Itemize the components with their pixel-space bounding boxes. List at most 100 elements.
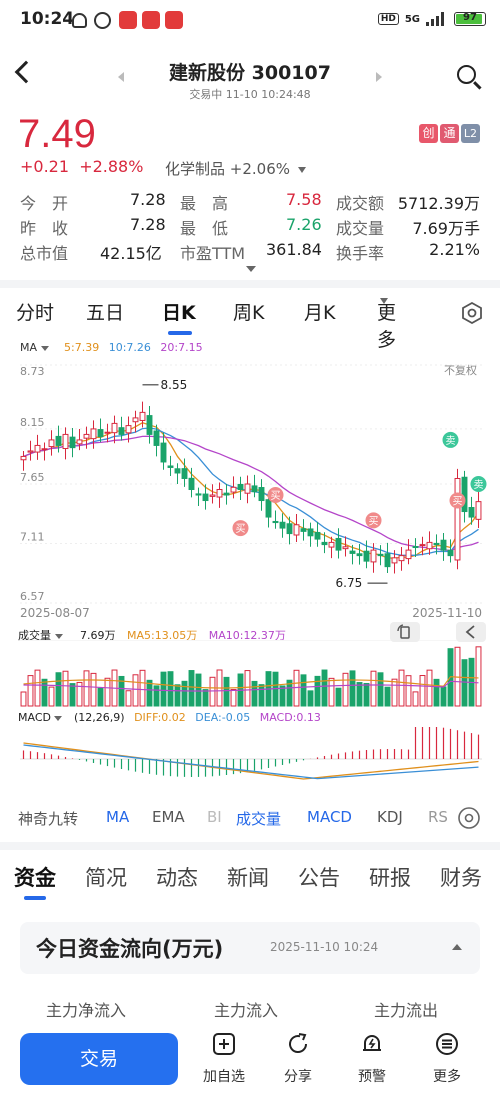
stats-row: 今 开 7.28 最 高 7.58 成交额 5712.39万: [20, 190, 482, 215]
stat-label: 昨 收: [20, 219, 69, 238]
add-watchlist-button[interactable]: 加自选: [194, 1032, 254, 1086]
tab-financials[interactable]: 财务: [440, 866, 482, 890]
stat-label: 成交量: [336, 219, 385, 238]
indicator-tab-ma[interactable]: MA: [106, 808, 130, 826]
volume-ma5-line: [23, 676, 479, 689]
trade-button[interactable]: 交易: [20, 1033, 178, 1085]
adjust-mode[interactable]: 不复权: [444, 364, 477, 377]
app-notify-icon-3: [165, 11, 183, 29]
candle-body: [237, 483, 244, 491]
volume-bar: [146, 679, 153, 707]
signal-badge: [267, 487, 284, 504]
tab-daily-k[interactable]: 日K: [162, 302, 196, 324]
signal-badge: [232, 520, 249, 537]
bell-icon: [363, 1035, 381, 1051]
stat-value-open: 7.28: [130, 190, 166, 209]
volume-bar: [41, 678, 48, 707]
macd-legend[interactable]: MACD (12,26,9) DIFF:0.02 DEA:-0.05 MACD:…: [18, 711, 321, 724]
candle-body: [181, 468, 188, 479]
next-stock-icon[interactable]: [376, 72, 382, 82]
candle-body: [41, 448, 48, 451]
macd-dea: DEA:-0.05: [195, 711, 251, 724]
candle-body: [405, 549, 412, 560]
stat-value-low: 7.26: [286, 215, 322, 234]
indicator-settings-icon[interactable]: [457, 806, 481, 830]
sector-change[interactable]: 化学制品 +2.06%: [165, 158, 306, 179]
volume-bar: [76, 681, 83, 707]
signal-badge: [470, 476, 487, 492]
indicator-tab[interactable]: KDJ: [377, 808, 403, 826]
tab-weekly-k[interactable]: 周K: [233, 302, 265, 324]
stats-row: 昨 收 7.28 最 低 7.26 成交量 7.69万手: [20, 215, 482, 240]
prev-stock-icon[interactable]: [118, 72, 124, 82]
candle-body: [447, 549, 454, 557]
volume-bar: [55, 672, 62, 707]
high-price-label: 8.55: [161, 378, 188, 392]
candle-body: [216, 489, 223, 498]
indicator-tab[interactable]: 神奇九转: [18, 810, 79, 828]
candle-body: [48, 439, 55, 448]
tab-research[interactable]: 研报: [369, 866, 411, 890]
volume-bar: [188, 670, 195, 707]
y-tick-label: 7.65: [20, 471, 45, 484]
volume-chart[interactable]: [0, 640, 500, 708]
price-change: +0.21 +2.88%: [20, 157, 144, 176]
macd-value: MACD:0.13: [259, 711, 321, 724]
collapse-button[interactable]: [456, 622, 486, 642]
volume-ma10-line: [23, 680, 479, 692]
share-button[interactable]: 分享: [268, 1032, 328, 1086]
volume-ma5: MA5:13.05万: [127, 629, 198, 642]
candle-body: [356, 553, 363, 557]
tab-news[interactable]: 新闻: [227, 866, 269, 890]
tab-fund-flow[interactable]: 资金: [14, 866, 56, 890]
candle-body: [27, 450, 34, 453]
stat-value-amount: 5712.39万: [397, 194, 480, 213]
indicator-tab[interactable]: RS: [428, 808, 448, 826]
chart-settings-icon[interactable]: [461, 302, 483, 324]
volume-bar: [461, 659, 468, 707]
hd-icon: HD: [377, 13, 399, 25]
volume-bar: [384, 686, 391, 707]
candle-body: [195, 493, 202, 496]
candle-body: [258, 487, 265, 502]
alert-button[interactable]: 预警: [342, 1032, 402, 1086]
candle-body: [230, 486, 237, 493]
tab-dynamics[interactable]: 动态: [156, 866, 198, 890]
ma-legend[interactable]: MA 5:7.39 10:7.26 20:7.15: [20, 341, 203, 354]
indicator-tab[interactable]: BI: [207, 808, 222, 826]
status-time: 10:24: [20, 9, 75, 29]
indicator-tab-macd[interactable]: MACD: [307, 808, 352, 826]
search-icon[interactable]: [457, 65, 476, 84]
signal-badge: [365, 512, 382, 529]
volume-legend[interactable]: 成交量 7.69万 MA5:13.05万 MA10:12.37万: [18, 629, 286, 642]
macd-chart[interactable]: [0, 727, 500, 797]
more-button[interactable]: 更多: [417, 1032, 477, 1086]
volume-bar: [104, 677, 111, 707]
tab-announcements[interactable]: 公告: [298, 866, 340, 890]
fund-flow-title: 今日资金流向(万元): [36, 937, 224, 961]
tab-monthly-k[interactable]: 月K: [304, 302, 336, 324]
volume-bar: [90, 672, 97, 707]
signal-badge: [442, 431, 459, 448]
candle-body: [307, 528, 314, 537]
volume-bar: [307, 690, 314, 707]
ma10-line: [23, 427, 479, 556]
chevron-down-icon: [54, 633, 63, 639]
tab-intraday[interactable]: 分时: [16, 302, 55, 324]
volume-bar: [174, 684, 181, 707]
tab-profile[interactable]: 简况: [85, 866, 127, 890]
indicator-tab-volume[interactable]: 成交量: [236, 810, 282, 828]
expand-stats-icon[interactable]: [246, 266, 256, 272]
stat-label: 成交额: [336, 194, 385, 213]
volume-bar: [167, 671, 174, 707]
rotate-chart-button[interactable]: [390, 622, 420, 642]
tab-five-day[interactable]: 五日: [86, 302, 125, 324]
indicator-tab[interactable]: EMA: [152, 808, 185, 826]
candle-body: [419, 544, 426, 547]
volume-bar: [244, 670, 251, 707]
volume-bar: [363, 682, 370, 707]
volume-bar: [153, 685, 160, 707]
fund-flow-header[interactable]: 今日资金流向(万元) 2025-11-10 10:24: [20, 922, 480, 974]
candle-body: [251, 485, 258, 493]
